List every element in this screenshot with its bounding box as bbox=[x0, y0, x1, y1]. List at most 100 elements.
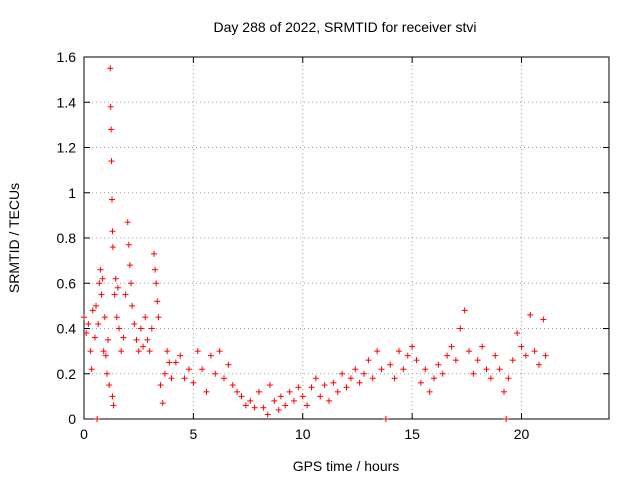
x-tick-label: 5 bbox=[189, 426, 197, 442]
data-point bbox=[470, 370, 477, 377]
data-point bbox=[369, 375, 376, 382]
data-point bbox=[503, 416, 510, 422]
data-point bbox=[114, 284, 121, 291]
x-axis-label: GPS time / hours bbox=[293, 458, 400, 474]
data-point bbox=[203, 388, 210, 395]
data-point bbox=[238, 393, 245, 400]
data-point bbox=[229, 382, 236, 389]
data-point bbox=[505, 375, 512, 382]
data-point bbox=[474, 357, 481, 364]
data-point bbox=[479, 343, 486, 350]
data-point bbox=[234, 388, 241, 395]
data-point bbox=[109, 393, 116, 400]
data-point bbox=[159, 400, 166, 407]
data-point bbox=[291, 397, 297, 404]
x-tick-label: 15 bbox=[404, 426, 420, 442]
data-point bbox=[522, 352, 529, 359]
data-point bbox=[326, 397, 332, 404]
data-point bbox=[483, 366, 490, 373]
data-point bbox=[501, 388, 507, 395]
data-point bbox=[125, 241, 132, 248]
data-point bbox=[540, 316, 547, 323]
data-point bbox=[133, 336, 140, 343]
data-point bbox=[387, 361, 394, 368]
data-point bbox=[256, 388, 262, 395]
data-point bbox=[96, 280, 103, 287]
data-point bbox=[98, 291, 105, 298]
data-point bbox=[452, 357, 459, 364]
data-point bbox=[286, 388, 293, 395]
data-point bbox=[339, 370, 346, 377]
data-point bbox=[116, 325, 122, 332]
y-tick-label: 1 bbox=[68, 185, 76, 201]
data-point bbox=[186, 366, 192, 373]
data-point bbox=[83, 330, 90, 337]
data-point bbox=[352, 366, 359, 373]
data-point bbox=[124, 219, 131, 226]
data-point bbox=[312, 375, 319, 382]
y-tick-label: 0.8 bbox=[57, 230, 77, 246]
data-point bbox=[439, 370, 446, 377]
data-point bbox=[275, 406, 282, 413]
data-point bbox=[194, 348, 201, 355]
data-point bbox=[131, 320, 138, 327]
data-point bbox=[154, 298, 161, 305]
data-point bbox=[382, 416, 389, 422]
data-point bbox=[144, 336, 151, 343]
data-point bbox=[155, 314, 162, 321]
data-point bbox=[492, 352, 499, 359]
data-point bbox=[181, 375, 188, 382]
data-point bbox=[100, 348, 107, 355]
ticks: 0 5 10 15 20 0 0.2 0.4 0.6 0.8 1 1.2 1.4 1.6 bbox=[57, 49, 609, 442]
data-point bbox=[177, 352, 184, 359]
y-tick-label: 0.6 bbox=[57, 275, 77, 291]
data-point bbox=[207, 352, 214, 359]
data-point bbox=[88, 366, 95, 373]
data-point bbox=[161, 370, 168, 377]
y-tick-label: 1.4 bbox=[57, 94, 77, 110]
data-point bbox=[199, 366, 206, 373]
y-tick-label: 0 bbox=[68, 411, 76, 427]
data-point bbox=[347, 375, 354, 382]
data-point bbox=[295, 384, 302, 391]
data-point bbox=[91, 334, 98, 341]
data-point bbox=[190, 379, 197, 386]
data-point bbox=[128, 280, 135, 287]
data-point bbox=[95, 320, 102, 327]
data-point bbox=[89, 307, 96, 314]
data-point bbox=[109, 228, 116, 235]
data-point bbox=[111, 291, 118, 298]
data-point bbox=[304, 402, 311, 409]
data-point bbox=[93, 302, 100, 309]
data-point bbox=[426, 388, 433, 395]
data-point bbox=[105, 336, 112, 343]
data-point bbox=[247, 397, 254, 404]
data-point bbox=[509, 357, 516, 364]
data-point bbox=[225, 361, 232, 368]
data-point bbox=[87, 348, 94, 355]
data-point bbox=[166, 359, 173, 366]
data-point bbox=[334, 388, 341, 395]
data-point bbox=[299, 393, 306, 400]
data-point bbox=[317, 393, 324, 400]
data-point bbox=[396, 348, 402, 355]
y-tick-label: 1.2 bbox=[57, 140, 77, 156]
x-tick-label: 0 bbox=[80, 426, 88, 442]
data-point bbox=[118, 348, 125, 355]
data-point bbox=[102, 352, 109, 359]
data-point bbox=[112, 275, 119, 282]
y-axis-label: SRMTID / TECUs bbox=[6, 183, 22, 293]
data-point bbox=[457, 325, 464, 332]
data-point bbox=[343, 384, 350, 391]
data-point bbox=[242, 402, 249, 409]
data-point bbox=[496, 366, 503, 373]
data-point bbox=[94, 416, 101, 422]
data-points bbox=[81, 65, 549, 422]
data-point bbox=[435, 361, 442, 368]
data-point bbox=[404, 352, 411, 359]
plot-frame bbox=[83, 56, 610, 420]
data-point bbox=[135, 348, 142, 355]
data-point bbox=[164, 348, 171, 355]
data-point bbox=[527, 311, 534, 318]
